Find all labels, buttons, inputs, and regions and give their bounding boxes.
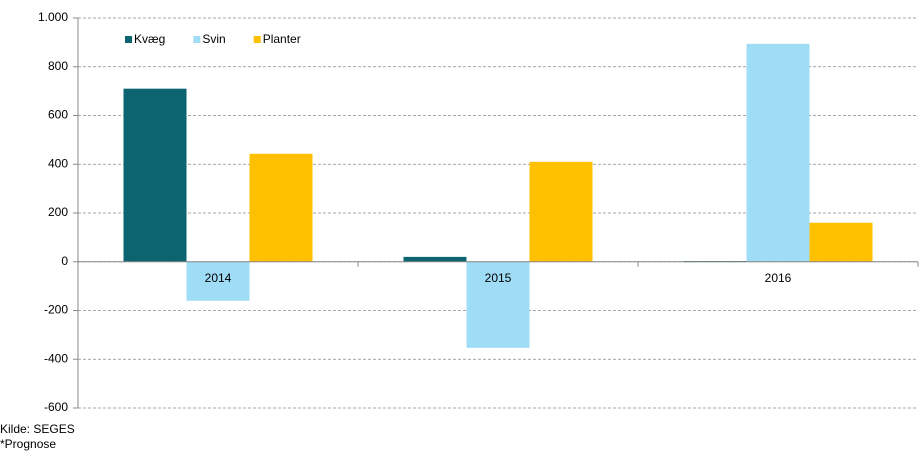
y-tick-label: 200 — [48, 205, 68, 219]
bar — [529, 161, 593, 262]
y-tick-label: 800 — [48, 59, 68, 73]
y-tick-label: 400 — [48, 156, 68, 170]
x-tick-label: 2016 — [765, 271, 792, 285]
x-tick-label: 2014 — [205, 271, 232, 285]
source-note: Kilde: SEGES — [0, 422, 75, 436]
y-tick-label: 1.000 — [38, 10, 68, 24]
bar — [123, 88, 187, 262]
bar — [746, 43, 810, 262]
y-tick-label: -200 — [44, 303, 68, 317]
bar — [466, 261, 530, 348]
bar — [809, 222, 873, 262]
legend-swatch — [253, 36, 261, 43]
legend-label: Kvæg — [134, 32, 165, 46]
bar — [186, 261, 250, 301]
bar — [403, 256, 467, 262]
footnote: *Prognose — [0, 437, 56, 451]
legend-swatch — [125, 36, 132, 43]
y-tick-label: -600 — [44, 400, 68, 414]
bar — [249, 153, 313, 262]
legend-swatch — [193, 36, 201, 43]
legend-label: Planter — [263, 32, 301, 46]
legend-label: Svin — [202, 32, 225, 46]
y-tick-label: 600 — [48, 108, 68, 122]
y-tick-label: 0 — [61, 254, 68, 268]
x-tick-label: 2015 — [485, 271, 512, 285]
y-tick-label: -400 — [44, 351, 68, 365]
